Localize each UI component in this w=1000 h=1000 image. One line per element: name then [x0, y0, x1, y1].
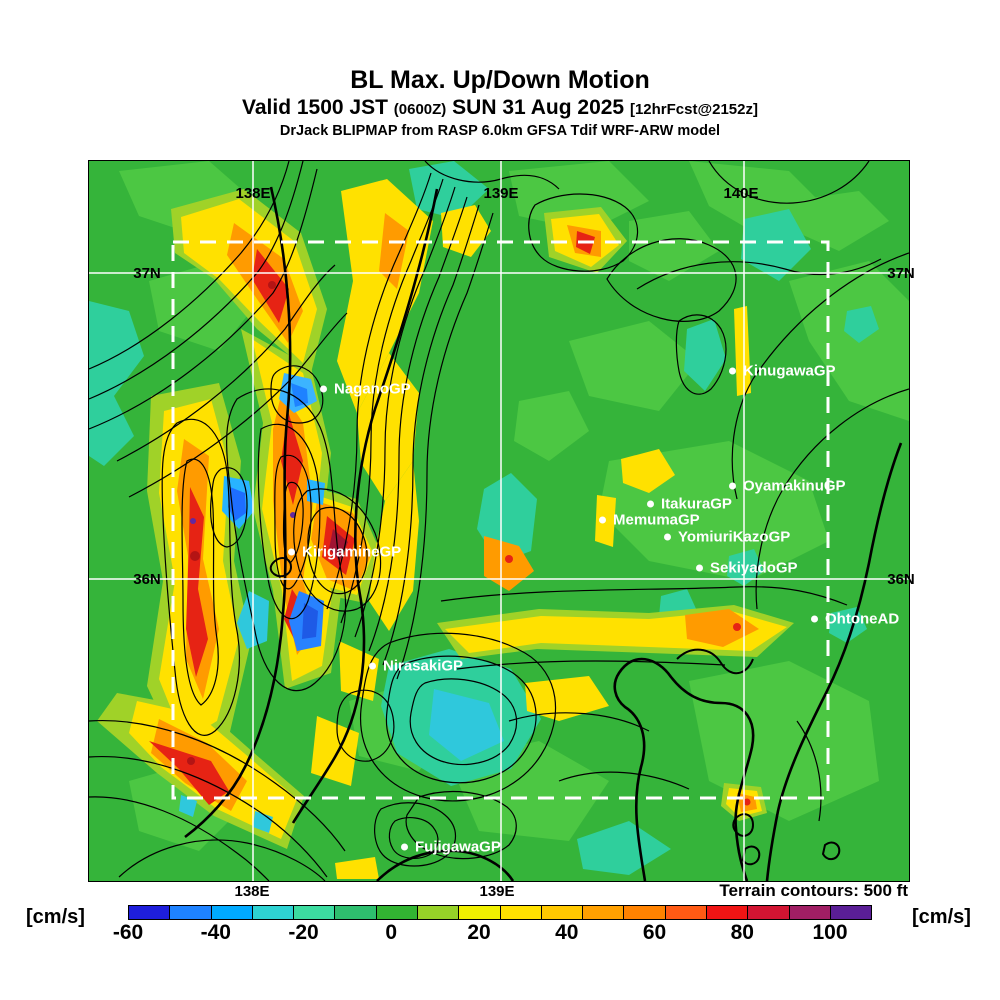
colorbar-segment	[582, 906, 624, 919]
site-dot	[811, 615, 818, 623]
site-label-FujigawaGP: FujigawaGP	[401, 839, 501, 856]
site-label-OyamakinuGP: OyamakinuGP	[729, 478, 846, 495]
site-dot	[320, 385, 327, 393]
colorbar-segment	[169, 906, 211, 919]
site-dot	[729, 482, 736, 490]
valid-time-line: Valid 1500 JST (0600Z) SUN 31 Aug 2025 […	[242, 96, 758, 119]
colorbar-segment	[623, 906, 665, 919]
colorbar-segment	[788, 906, 830, 919]
colorbar	[128, 905, 872, 920]
site-name: OyamakinuGP	[743, 477, 846, 495]
site-dot	[729, 367, 736, 375]
site-dot	[288, 548, 295, 556]
colorbar-segment	[747, 906, 789, 919]
lat-label-left-36N: 36N	[133, 571, 161, 588]
colorbar-tick-60: 60	[642, 921, 667, 944]
page-title: BL Max. Up/Down Motion	[350, 66, 650, 94]
site-name: NaganoGP	[334, 380, 411, 398]
lat-label-right-37N: 37N	[887, 265, 915, 282]
field-and-contours	[89, 161, 909, 881]
colorbar-tick-20: 20	[467, 921, 491, 944]
title-block: BL Max. Up/Down Motion Valid 1500 JST (0…	[0, 66, 1000, 140]
colorbar-segment	[458, 906, 500, 919]
lon-label-bottom-138E: 138E	[234, 883, 270, 900]
forecast-map: 138E 139E 140E 37N 37N 36N 36N NaganoGP Kinugaw…	[88, 160, 915, 882]
lon-label-top-139E: 139E	[483, 185, 519, 202]
site-label-SekiyadoGP: SekiyadoGP	[696, 560, 798, 577]
lon-label-top-138E: 138E	[235, 185, 271, 202]
colorbar-segment	[375, 906, 417, 919]
site-dot	[401, 843, 408, 851]
colorbar-tick--60: -60	[112, 921, 144, 944]
site-label-YomiuriKazoGP: YomiuriKazoGP	[664, 529, 790, 546]
site-name: YomiuriKazoGP	[678, 528, 791, 546]
site-label-NirasakiGP: NirasakiGP	[369, 658, 463, 675]
latlon-grid-lines	[89, 161, 909, 881]
site-name: NirasakiGP	[383, 657, 464, 675]
colorbar-segment	[334, 906, 376, 919]
colorbar-segment	[210, 906, 252, 919]
site-name: OhtoneAD	[825, 610, 900, 628]
site-name: ItakuraGP	[661, 495, 732, 513]
colorbar-segment	[664, 906, 706, 919]
colorbar-segment	[129, 906, 170, 919]
site-name: KirigamineGP	[302, 543, 402, 561]
site-dot	[647, 500, 654, 508]
lat-label-left-37N: 37N	[133, 265, 161, 282]
colorbar-tick-0: 0	[385, 921, 398, 944]
colorbar-segment	[829, 906, 872, 919]
site-dot	[696, 564, 703, 572]
site-label-MemumaGP: MemumaGP	[599, 512, 700, 529]
model-domain-box	[171, 240, 830, 800]
colorbar-segment	[293, 906, 335, 919]
lat-label-right-36N: 36N	[887, 571, 915, 588]
colorbar-unit-left: [cm/s]	[26, 906, 85, 928]
terrain-contour-note: Terrain contours: 500 ft	[719, 881, 908, 900]
site-label-OhtoneAD: OhtoneAD	[811, 611, 899, 628]
lon-label-bottom-139E: 139E	[479, 883, 515, 900]
site-dot	[664, 533, 671, 541]
site-label-ItakuraGP: ItakuraGP	[647, 496, 732, 513]
terrain-contour-lines	[89, 161, 909, 881]
colorbar-tick--20: -20	[288, 921, 319, 944]
model-info-line: DrJack BLIPMAP from RASP 6.0km GFSA Tdif…	[279, 123, 721, 139]
colorbar-segment	[540, 906, 583, 919]
colorbar-segment	[416, 906, 459, 919]
site-name: KinugawaGP	[743, 362, 836, 380]
colorbar-tick-100: 100	[812, 921, 848, 944]
site-name: FujigawaGP	[415, 838, 501, 856]
site-name: MemumaGP	[613, 511, 700, 529]
colorbar-segment	[705, 906, 748, 919]
colorbar-tick-80: 80	[730, 921, 754, 944]
coastline-and-ridges	[184, 186, 903, 881]
colorbar-unit-right: [cm/s]	[912, 906, 971, 928]
site-label-KinugawaGP: KinugawaGP	[729, 363, 836, 380]
colorbar-tick--40: -40	[200, 921, 231, 944]
site-dot	[369, 662, 376, 670]
colorbar-segment	[251, 906, 294, 919]
site-dot	[599, 516, 606, 524]
site-name: SekiyadoGP	[710, 559, 798, 577]
colorbar-segment	[499, 906, 541, 919]
site-label-KirigamineGP: KirigamineGP	[288, 544, 401, 561]
site-label-NaganoGP: NaganoGP	[320, 381, 411, 398]
colorbar-tick-40: 40	[555, 921, 579, 944]
lon-label-top-140E: 140E	[723, 185, 759, 202]
